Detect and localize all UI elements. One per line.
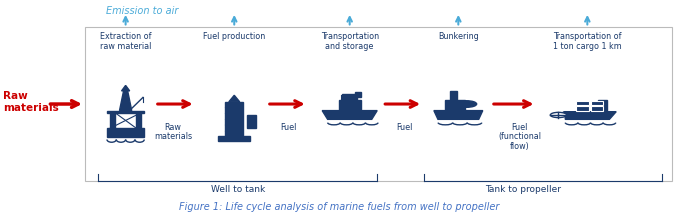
Bar — [110, 113, 115, 128]
Polygon shape — [229, 95, 240, 102]
Circle shape — [593, 112, 597, 113]
Circle shape — [573, 112, 577, 113]
Text: Raw
materials: Raw materials — [154, 123, 192, 141]
Circle shape — [602, 112, 606, 113]
Bar — [107, 128, 144, 137]
Text: Fuel production: Fuel production — [203, 32, 265, 41]
Bar — [225, 102, 243, 137]
Circle shape — [459, 111, 463, 112]
Bar — [576, 101, 589, 105]
Polygon shape — [434, 111, 483, 119]
Text: Fuel: Fuel — [396, 123, 412, 132]
Circle shape — [355, 111, 359, 112]
Circle shape — [564, 112, 568, 113]
Text: Well to tank: Well to tank — [210, 185, 265, 194]
Bar — [450, 91, 457, 100]
Bar — [591, 106, 604, 111]
Circle shape — [326, 111, 330, 112]
Polygon shape — [323, 111, 378, 119]
Bar — [107, 111, 144, 113]
Text: Fuel
(functional
flow): Fuel (functional flow) — [498, 123, 541, 151]
Text: Bunkering: Bunkering — [438, 32, 479, 41]
Bar — [342, 94, 357, 100]
Circle shape — [447, 111, 452, 112]
Circle shape — [345, 111, 349, 112]
Polygon shape — [122, 85, 130, 91]
Bar — [355, 92, 361, 97]
Polygon shape — [565, 112, 617, 119]
Polygon shape — [120, 91, 132, 111]
Text: Figure 1: Life cycle analysis of marine fuels from well to propeller: Figure 1: Life cycle analysis of marine … — [179, 202, 500, 212]
Text: Emission to air: Emission to air — [107, 6, 179, 16]
Text: Tank to propeller: Tank to propeller — [485, 185, 561, 194]
Bar — [136, 113, 141, 128]
FancyBboxPatch shape — [85, 27, 672, 181]
Circle shape — [436, 111, 440, 112]
Circle shape — [456, 101, 477, 107]
Circle shape — [550, 112, 566, 118]
Circle shape — [365, 111, 369, 112]
Text: Extraction of
raw material: Extraction of raw material — [100, 32, 151, 51]
Bar — [247, 115, 255, 128]
Bar — [598, 100, 607, 111]
Bar — [576, 106, 589, 111]
Circle shape — [471, 111, 475, 112]
Circle shape — [583, 112, 587, 113]
Text: Fuel: Fuel — [280, 123, 297, 132]
Bar — [591, 101, 604, 105]
Circle shape — [335, 111, 340, 112]
Bar — [339, 100, 361, 111]
Text: Raw
materials: Raw materials — [3, 91, 59, 113]
Text: Transportation
and storage: Transportation and storage — [320, 32, 379, 51]
Bar — [445, 100, 465, 111]
Text: Transportation of
1 ton cargo 1 km: Transportation of 1 ton cargo 1 km — [553, 32, 622, 51]
Bar — [219, 136, 250, 141]
